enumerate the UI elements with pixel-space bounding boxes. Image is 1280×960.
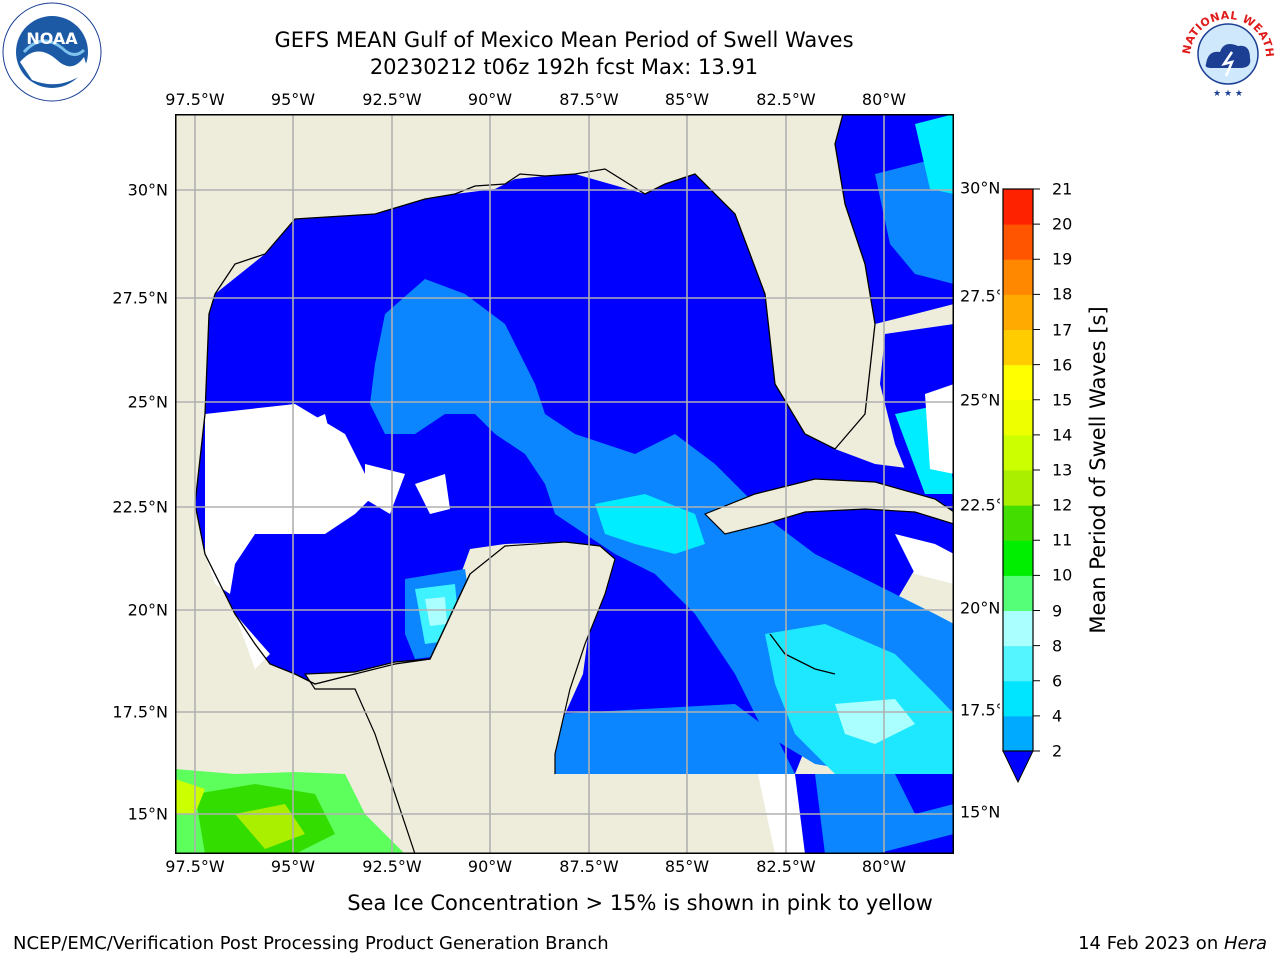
lon-label-bottom: 87.5°W bbox=[559, 857, 619, 876]
colorbar-segment bbox=[1003, 610, 1033, 647]
colorbar bbox=[1002, 188, 1040, 784]
chart-subtitle: 20230212 t06z 192h fcst Max: 13.91 bbox=[369, 55, 759, 79]
swell-field bbox=[195, 114, 954, 804]
svg-text:★ ★ ★: ★ ★ ★ bbox=[1213, 89, 1243, 99]
colorbar-tick-label: 2 bbox=[1052, 741, 1063, 761]
colorbar-tick-label: 6 bbox=[1052, 671, 1063, 691]
lon-label-top: 92.5°W bbox=[362, 90, 422, 109]
lat-label-right: 27.5°N bbox=[960, 286, 1000, 306]
colorbar-tick-label: 8 bbox=[1052, 636, 1063, 656]
lon-label-bottom: 95°W bbox=[270, 857, 316, 876]
colorbar-tick-label: 17 bbox=[1052, 320, 1073, 339]
lon-label-bottom: 80°W bbox=[861, 857, 907, 876]
colorbar-tick-label: 13 bbox=[1052, 460, 1073, 480]
lon-label-top: 82.5°W bbox=[756, 90, 816, 109]
lon-label-top: 80°W bbox=[861, 90, 907, 109]
lon-label-top: 90°W bbox=[467, 90, 513, 109]
lon-label-bottom: 92.5°W bbox=[362, 857, 422, 876]
colorbar-label: Mean Period of Swell Waves [s] bbox=[1086, 306, 1110, 634]
lat-label-left: 17.5°N bbox=[112, 702, 168, 722]
colorbar-tick-label: 19 bbox=[1052, 249, 1073, 269]
map-panel bbox=[175, 114, 954, 854]
noaa-logo-text: NOAA bbox=[26, 29, 78, 48]
colorbar-tick-label: 15 bbox=[1052, 390, 1073, 410]
lat-label-left: 30°N bbox=[127, 180, 168, 200]
footer-credit: NCEP/EMC/Verification Post Processing Pr… bbox=[13, 933, 609, 954]
lat-label-right: 15°N bbox=[960, 802, 1001, 822]
colorbar-segment bbox=[1003, 399, 1033, 436]
colorbar-segment bbox=[1003, 715, 1033, 752]
lon-label-bottom: 97.5°W bbox=[165, 857, 225, 876]
sea-ice-note: Sea Ice Concentration > 15% is shown in … bbox=[347, 891, 933, 915]
colorbar-tick-label: 12 bbox=[1052, 495, 1073, 515]
colorbar-tick-label: 18 bbox=[1052, 284, 1073, 304]
colorbar-segment bbox=[1003, 680, 1033, 717]
noaa-logo-icon: NOAA bbox=[2, 2, 102, 102]
lat-label-left: 25°N bbox=[127, 392, 168, 412]
lat-label-left: 20°N bbox=[127, 600, 168, 620]
colorbar-tick-label: 10 bbox=[1052, 565, 1073, 585]
chart-title: GEFS MEAN Gulf of Mexico Mean Period of … bbox=[274, 28, 854, 52]
lat-label-left: 27.5°N bbox=[112, 288, 168, 308]
sea-ice-field bbox=[175, 769, 405, 854]
lat-label-right: 17.5°N bbox=[960, 700, 1000, 720]
colorbar-segment bbox=[1003, 294, 1033, 330]
lat-label-right: 25°N bbox=[960, 390, 1001, 410]
colorbar-tick-label: 21 bbox=[1052, 179, 1073, 199]
graticule bbox=[175, 114, 954, 854]
lon-label-top: 95°W bbox=[270, 90, 316, 109]
lon-label-top: 85°W bbox=[664, 90, 710, 109]
lat-label-right: 30°N bbox=[960, 178, 1001, 198]
colorbar-tick-label: 11 bbox=[1052, 530, 1073, 550]
colorbar-segment bbox=[1003, 470, 1033, 506]
colorbar-segment bbox=[1003, 645, 1033, 682]
nws-logo-icon: NATIONAL WEATHER SERVICE ★ ★ ★ bbox=[1178, 2, 1276, 99]
colorbar-segment bbox=[1003, 329, 1033, 366]
colorbar-segment bbox=[1003, 224, 1033, 260]
lon-label-bottom: 90°W bbox=[467, 857, 513, 876]
colorbar-segment bbox=[1003, 575, 1033, 611]
lat-label-right: 22.5°N bbox=[960, 495, 1000, 515]
colorbar-tick-label: 16 bbox=[1052, 355, 1073, 375]
colorbar-segment bbox=[1003, 434, 1033, 471]
colorbar-tick-label: 9 bbox=[1052, 601, 1063, 620]
footer-date: 14 Feb 2023 on Hera bbox=[1078, 933, 1267, 954]
lon-label-bottom: 82.5°W bbox=[756, 857, 816, 876]
colorbar-segment bbox=[1003, 189, 1033, 225]
lon-label-top: 87.5°W bbox=[559, 90, 619, 109]
colorbar-segment bbox=[1003, 259, 1033, 295]
lat-label-left: 15°N bbox=[127, 804, 168, 824]
colorbar-tick-label: 14 bbox=[1052, 425, 1073, 445]
lat-label-right: 20°N bbox=[960, 598, 1001, 618]
lon-label-bottom: 85°W bbox=[664, 857, 710, 876]
colorbar-tick-label: 4 bbox=[1052, 706, 1063, 726]
colorbar-segment bbox=[1003, 364, 1033, 401]
lon-label-top: 97.5°W bbox=[165, 90, 225, 109]
footer-host: Hera bbox=[1223, 933, 1267, 954]
lat-label-left: 22.5°N bbox=[112, 497, 168, 517]
colorbar-segment bbox=[1003, 505, 1033, 541]
colorbar-tick-label: 20 bbox=[1052, 214, 1073, 234]
colorbar-segment bbox=[1003, 540, 1033, 576]
